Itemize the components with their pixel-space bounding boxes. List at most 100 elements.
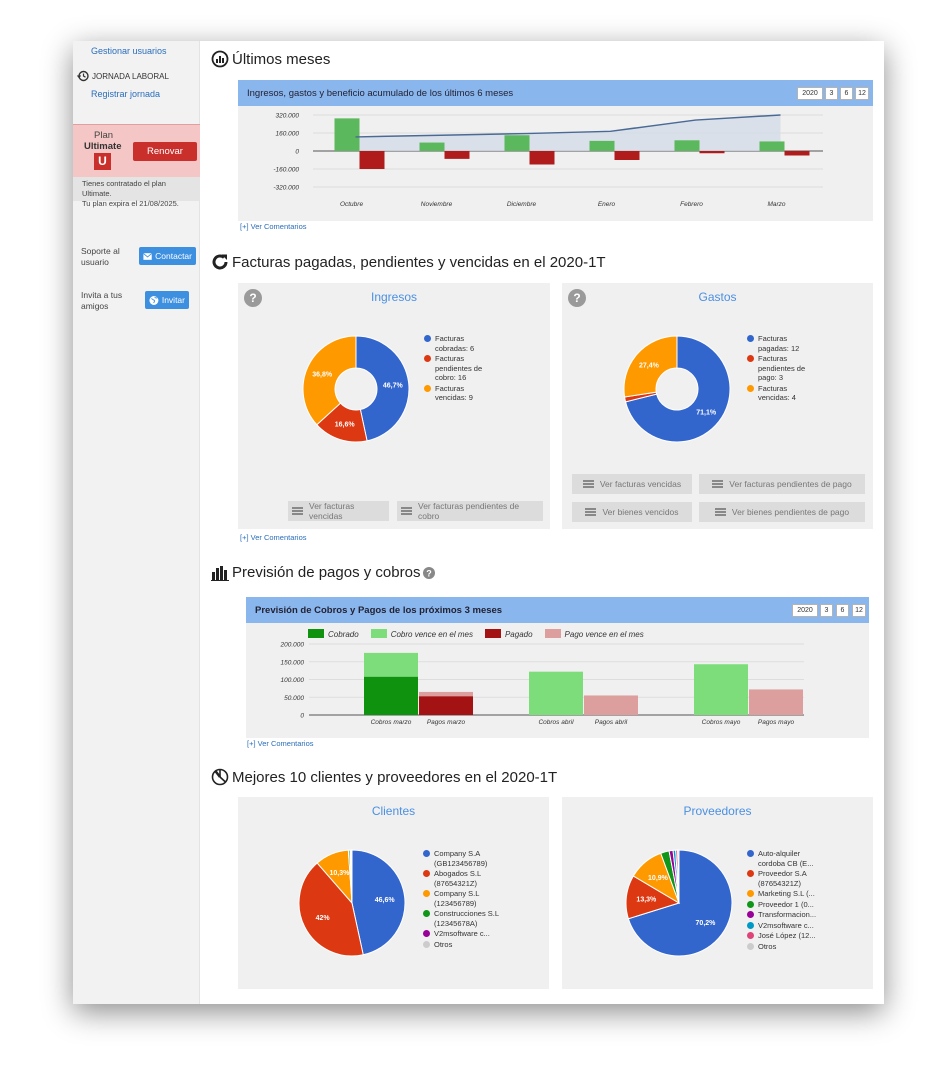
section-title-text: Previsión de pagos y cobros xyxy=(232,564,421,581)
legend-label: Pagado xyxy=(504,630,533,639)
legend-item: Company S.A (GB123456789) xyxy=(423,849,499,868)
ver-facturas-vencidas-button[interactable]: Ver facturas vencidas xyxy=(572,474,692,494)
pie-label: 27,4% xyxy=(639,362,660,369)
period-6-button[interactable]: 6 xyxy=(840,87,853,100)
x-tick-label: Pagos marzo xyxy=(427,719,466,726)
ingresos-card: ? Ingresos 46,7% 16,6% 36,8% Facturas cobr… xyxy=(238,283,550,529)
period-2020-button[interactable]: 2020 xyxy=(792,604,818,617)
y-tick-label: 320.000 xyxy=(276,113,300,120)
pie-slice xyxy=(298,862,364,957)
pie-slice xyxy=(302,335,357,426)
comments-link-3[interactable]: [+] Ver Comentarios xyxy=(247,739,314,748)
button-label: Ver facturas vencidas xyxy=(599,479,682,489)
ver-bienes-vencidos-button[interactable]: Ver bienes vencidos xyxy=(572,502,692,522)
legend-item: Proveedor 1 (0... xyxy=(747,900,823,910)
legend-item: Company S.L (123456789) xyxy=(423,889,499,908)
svg-text:?: ? xyxy=(427,568,433,578)
legend-label: Facturas cobradas: 6 xyxy=(435,334,475,353)
section-title-facturas: Facturas pagadas, pendientes y vencidas … xyxy=(211,253,606,271)
comments-link-2[interactable]: [+] Ver Comentarios xyxy=(240,533,307,542)
legend-item: Facturas vencidas: 9 xyxy=(424,384,496,403)
period-12-button[interactable]: 12 xyxy=(852,604,866,617)
legend-swatch xyxy=(747,890,754,897)
renew-button[interactable]: Renovar xyxy=(133,142,197,161)
help-icon[interactable]: ? xyxy=(568,289,586,307)
x-tick-label: Pagos mayo xyxy=(758,719,795,726)
chart-circle-icon xyxy=(211,50,229,68)
legend-swatch xyxy=(747,942,754,950)
legend-label: Facturas vencidas: 4 xyxy=(758,383,796,403)
legend-item: Pagado xyxy=(484,629,533,639)
help-icon[interactable]: ? xyxy=(244,289,262,307)
main-content: Últimos meses Ingresos, gastos y benefic… xyxy=(201,41,884,1004)
legend-item: Facturas pendientes de cobro: 16 xyxy=(424,354,496,383)
legend-label: Facturas pagadas: 12 xyxy=(758,334,800,353)
forecast-bar xyxy=(364,676,418,715)
proveedores-card: Proveedores 70,2% 13,3% 10,9% Auto-alquile… xyxy=(562,797,873,989)
list-icon xyxy=(401,507,412,515)
x-tick-label: Cobros mayo xyxy=(702,719,741,726)
button-label: Ver bienes pendientes de pago xyxy=(731,507,850,517)
legend-swatch xyxy=(423,870,430,877)
button-label: Ver bienes vencidos xyxy=(602,507,679,517)
legend-swatch xyxy=(747,335,754,342)
ver-facturas-vencidas-button[interactable]: Ver facturas vencidas xyxy=(288,501,389,521)
button-label: Ver facturas pendientes de cobro xyxy=(418,501,520,521)
y-tick-label: 50.000 xyxy=(284,695,304,702)
legend-swatch xyxy=(424,355,431,362)
help-circle-icon[interactable]: ? xyxy=(423,566,436,579)
forecast-bar xyxy=(419,691,473,697)
x-tick-label: Diciembre xyxy=(507,201,537,208)
period-3-button[interactable]: 3 xyxy=(825,87,838,100)
ingresos-pie: 46,7% 16,6% 36,8% xyxy=(302,335,410,443)
x-tick-label: Enero xyxy=(598,201,616,208)
invite-label-line2: amigos xyxy=(81,301,109,311)
invite-label: Invita a tus amigos xyxy=(81,290,122,312)
x-tick-label: Marzo xyxy=(767,201,785,208)
pie-slice xyxy=(355,335,410,442)
ver-pendientes-cobro-button[interactable]: Ver facturas pendientes de cobro xyxy=(397,501,543,521)
list-icon xyxy=(292,507,303,515)
legend-label: Abogados S.L (87654321Z) xyxy=(434,869,481,888)
proveedores-legend: Auto-alquiler cordoba CB (E... Proveedor… xyxy=(747,849,823,952)
y-tick-label: 0 xyxy=(300,713,304,720)
invite-button[interactable]: Invitar xyxy=(145,291,189,309)
refresh-icon xyxy=(212,254,228,270)
contact-button[interactable]: Contactar xyxy=(139,247,196,265)
manage-users-link[interactable]: Gestionar usuarios xyxy=(91,46,167,56)
section-title-mejores: Mejores 10 clientes y proveedores en el … xyxy=(211,768,557,786)
pie-chart-icon xyxy=(211,768,229,786)
legend-label: Cobrado xyxy=(328,630,359,639)
pie-label: 13,3% xyxy=(636,897,657,904)
bars-icon xyxy=(211,565,229,581)
y-tick-label: -160.000 xyxy=(273,167,299,174)
ver-bienes-pendientes-button[interactable]: Ver bienes pendientes de pago xyxy=(699,502,865,522)
chart1-svg: 320.000 160.000 0 -160.000 -320.000 Octubre No… xyxy=(273,113,823,208)
legend-swatch xyxy=(423,930,430,937)
chart3-header-text: Previsión de Cobros y Pagos de los próxi… xyxy=(255,604,503,616)
forecast-bar xyxy=(694,664,748,715)
legend-item: Auto-alquiler cordoba CB (E... xyxy=(747,849,823,868)
legend-swatch xyxy=(423,940,430,948)
history-icon xyxy=(77,70,89,82)
period-12-button[interactable]: 12 xyxy=(855,87,869,100)
section-title-text: Mejores 10 clientes y proveedores en el … xyxy=(232,768,558,786)
legend-swatch xyxy=(370,629,387,638)
y-tick-label: 0 xyxy=(295,149,299,156)
chart3-svg: 200.000 150.000 100.000 50.000 0 Cobros marzo… xyxy=(280,642,804,726)
expense-bar xyxy=(444,151,470,159)
period-3-button[interactable]: 3 xyxy=(820,604,833,617)
comments-link-1[interactable]: [+] Ver Comentarios xyxy=(240,222,307,231)
legend-swatch xyxy=(747,355,754,362)
legend-label: José López (12... xyxy=(758,931,816,940)
legend-swatch xyxy=(747,850,754,857)
legend-swatch xyxy=(747,900,754,908)
section-title-prevision: Previsión de pagos y cobros ? xyxy=(211,564,436,581)
legend-label: Facturas vencidas: 9 xyxy=(435,383,473,403)
register-link[interactable]: Registrar jornada xyxy=(91,89,161,99)
ver-pendientes-pago-button[interactable]: Ver facturas pendientes de pago xyxy=(699,474,865,494)
period-6-button[interactable]: 6 xyxy=(836,604,849,617)
income-bar xyxy=(759,141,785,151)
period-2020-button[interactable]: 2020 xyxy=(797,87,823,100)
legend-swatch xyxy=(747,384,754,392)
